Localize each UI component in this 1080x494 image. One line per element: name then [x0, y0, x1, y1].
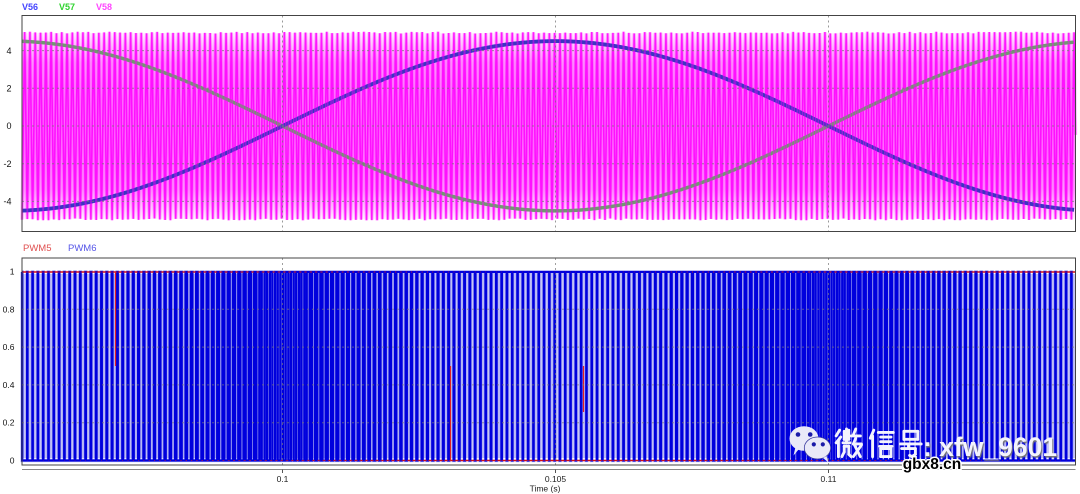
- svg-text:: xfw_9601: : xfw_9601: [923, 432, 1057, 462]
- svg-text:V56: V56: [22, 2, 38, 12]
- svg-text:V57: V57: [59, 2, 75, 12]
- svg-text:0: 0: [10, 456, 15, 466]
- svg-text:0.4: 0.4: [3, 380, 15, 390]
- svg-text:0.8: 0.8: [3, 304, 15, 314]
- svg-text:PWM5: PWM5: [23, 243, 52, 254]
- svg-text:0.2: 0.2: [3, 418, 15, 428]
- svg-text:0.105: 0.105: [545, 474, 567, 484]
- svg-text:PWM6: PWM6: [68, 243, 97, 254]
- svg-text:-4: -4: [3, 197, 11, 207]
- svg-text:gbx8.cn: gbx8.cn: [903, 456, 962, 473]
- svg-text:0.1: 0.1: [277, 474, 289, 484]
- svg-text:4: 4: [6, 46, 11, 56]
- svg-text:Time (s): Time (s): [530, 484, 561, 494]
- svg-text:0.11: 0.11: [821, 474, 837, 484]
- svg-text:1: 1: [10, 267, 15, 277]
- svg-text:V58: V58: [96, 2, 112, 12]
- svg-text:-2: -2: [3, 159, 11, 169]
- svg-text:2: 2: [6, 84, 11, 94]
- svg-text:0.6: 0.6: [3, 342, 15, 352]
- svg-text:0: 0: [6, 121, 11, 131]
